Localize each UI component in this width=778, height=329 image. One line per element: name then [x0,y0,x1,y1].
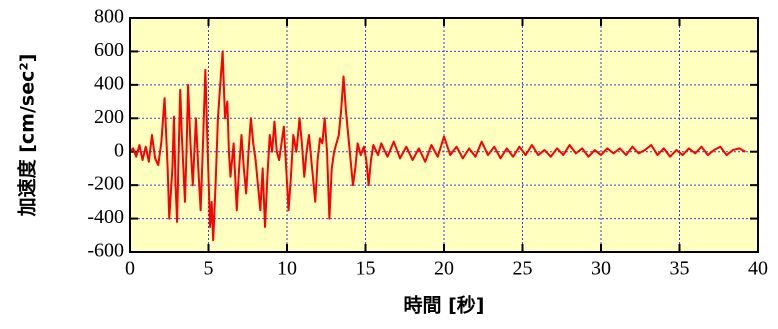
y-tick-label: -200 [87,173,124,195]
x-tick-label: 5 [204,258,214,280]
y-tick-label: -600 [87,240,124,262]
x-tick-label: 35 [670,258,690,280]
x-tick-label: 10 [277,258,297,280]
x-tick-label: 30 [591,258,611,280]
y-tick-label: 600 [94,39,124,61]
x-tick-label: 25 [513,258,533,280]
x-tick-label: 20 [434,258,454,280]
y-tick-label: -400 [87,206,124,228]
y-tick-label: 800 [94,6,124,28]
y-tick-label: 400 [94,72,124,94]
x-tick-label: 0 [125,258,135,280]
plot-frame [129,17,759,253]
y-tick-label: 0 [114,139,124,161]
y-axis-label: 加速度 [cm/sec²] [16,54,39,218]
data-line [129,50,746,242]
x-axis-label: 時間 [秒] [404,294,485,317]
x-tick-label: 15 [356,258,376,280]
y-tick-label: 200 [94,106,124,128]
x-tick-label: 40 [748,258,768,280]
